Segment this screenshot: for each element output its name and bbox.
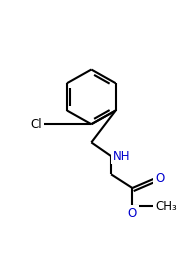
Text: NH: NH [113, 150, 130, 163]
Text: Cl: Cl [30, 118, 42, 131]
Text: O: O [155, 172, 164, 185]
Text: CH₃: CH₃ [155, 200, 177, 213]
Text: O: O [128, 207, 137, 220]
